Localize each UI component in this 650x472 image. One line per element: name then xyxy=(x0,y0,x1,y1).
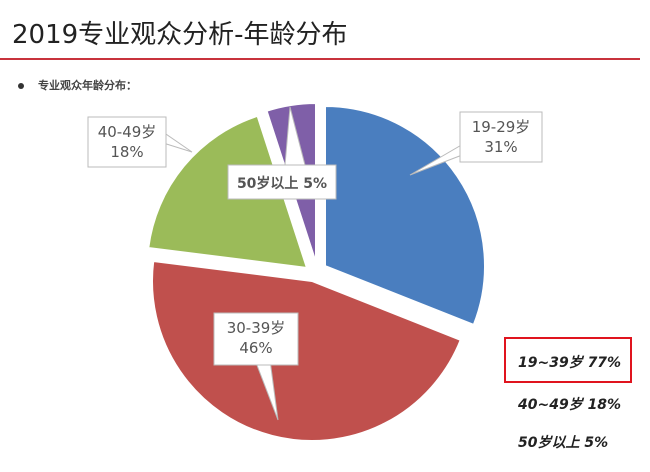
highlight-box xyxy=(504,337,632,383)
data-label: 19-29岁 xyxy=(472,118,531,136)
pie-slice-2 xyxy=(151,259,463,442)
callout-1: 19-29岁 31% xyxy=(409,111,543,176)
data-label: 31% xyxy=(484,138,517,156)
bullet-icon xyxy=(18,83,24,89)
page-title: 2019专业观众分析-年龄分布 xyxy=(12,20,348,50)
callout-3: 40-49岁 18% xyxy=(87,116,193,168)
data-label: 40-49岁 xyxy=(98,123,157,141)
title-divider xyxy=(0,58,640,60)
data-label: 30-39岁 xyxy=(227,319,286,337)
data-label: 18% xyxy=(110,143,143,161)
callout-box xyxy=(459,111,543,163)
callout-box xyxy=(213,312,299,366)
callout-2: 30-39岁 46% xyxy=(213,312,299,421)
data-label: 46% xyxy=(239,339,272,357)
summary-line-2: 40~49岁 18% xyxy=(518,397,622,413)
summary-line-1: 19~39岁 77% xyxy=(518,355,622,371)
summary-line-3: 50岁以上 5% xyxy=(518,435,609,451)
callout-4: 50岁以上 5% xyxy=(227,106,337,200)
callout-box xyxy=(227,164,337,200)
data-label: 50岁以上 5% xyxy=(237,175,327,192)
callout-box xyxy=(87,116,167,168)
section-subtitle: 专业观众年龄分布： xyxy=(38,79,137,92)
